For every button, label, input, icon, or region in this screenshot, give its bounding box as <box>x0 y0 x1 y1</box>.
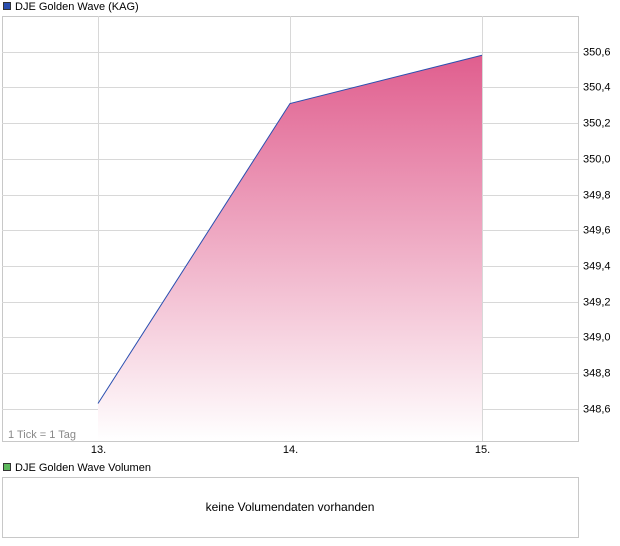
line <box>97 54 483 404</box>
y-tick-label: 349,0 <box>583 331 611 343</box>
x-tick-label: 14. <box>283 444 298 456</box>
area <box>98 55 482 442</box>
legend-label: DJE Golden Wave (KAG) <box>15 1 139 13</box>
x-tick-label: 15. <box>475 444 490 456</box>
legend-swatch <box>3 2 11 10</box>
y-tick-label: 350,6 <box>583 46 611 58</box>
y-tick-label: 349,8 <box>583 189 611 201</box>
y-tick-label: 350,2 <box>583 117 611 129</box>
y-tick-label: 350,4 <box>583 81 611 93</box>
y-tick-label: 350,0 <box>583 153 611 165</box>
x-tick-label: 13. <box>91 444 106 456</box>
y-tick-label: 349,4 <box>583 260 611 272</box>
y-tick-label: 349,6 <box>583 224 611 236</box>
y-tick-label: 349,2 <box>583 296 611 308</box>
y-tick-label: 348,8 <box>583 367 611 379</box>
volume-legend-swatch <box>3 463 11 471</box>
y-tick-label: 348,6 <box>583 403 611 415</box>
volume-frame <box>2 477 579 538</box>
volume-message: keine Volumendaten vorhanden <box>206 500 375 514</box>
volume-legend-label: DJE Golden Wave Volumen <box>15 462 151 474</box>
note: 1 Tick = 1 Tag <box>8 429 76 441</box>
